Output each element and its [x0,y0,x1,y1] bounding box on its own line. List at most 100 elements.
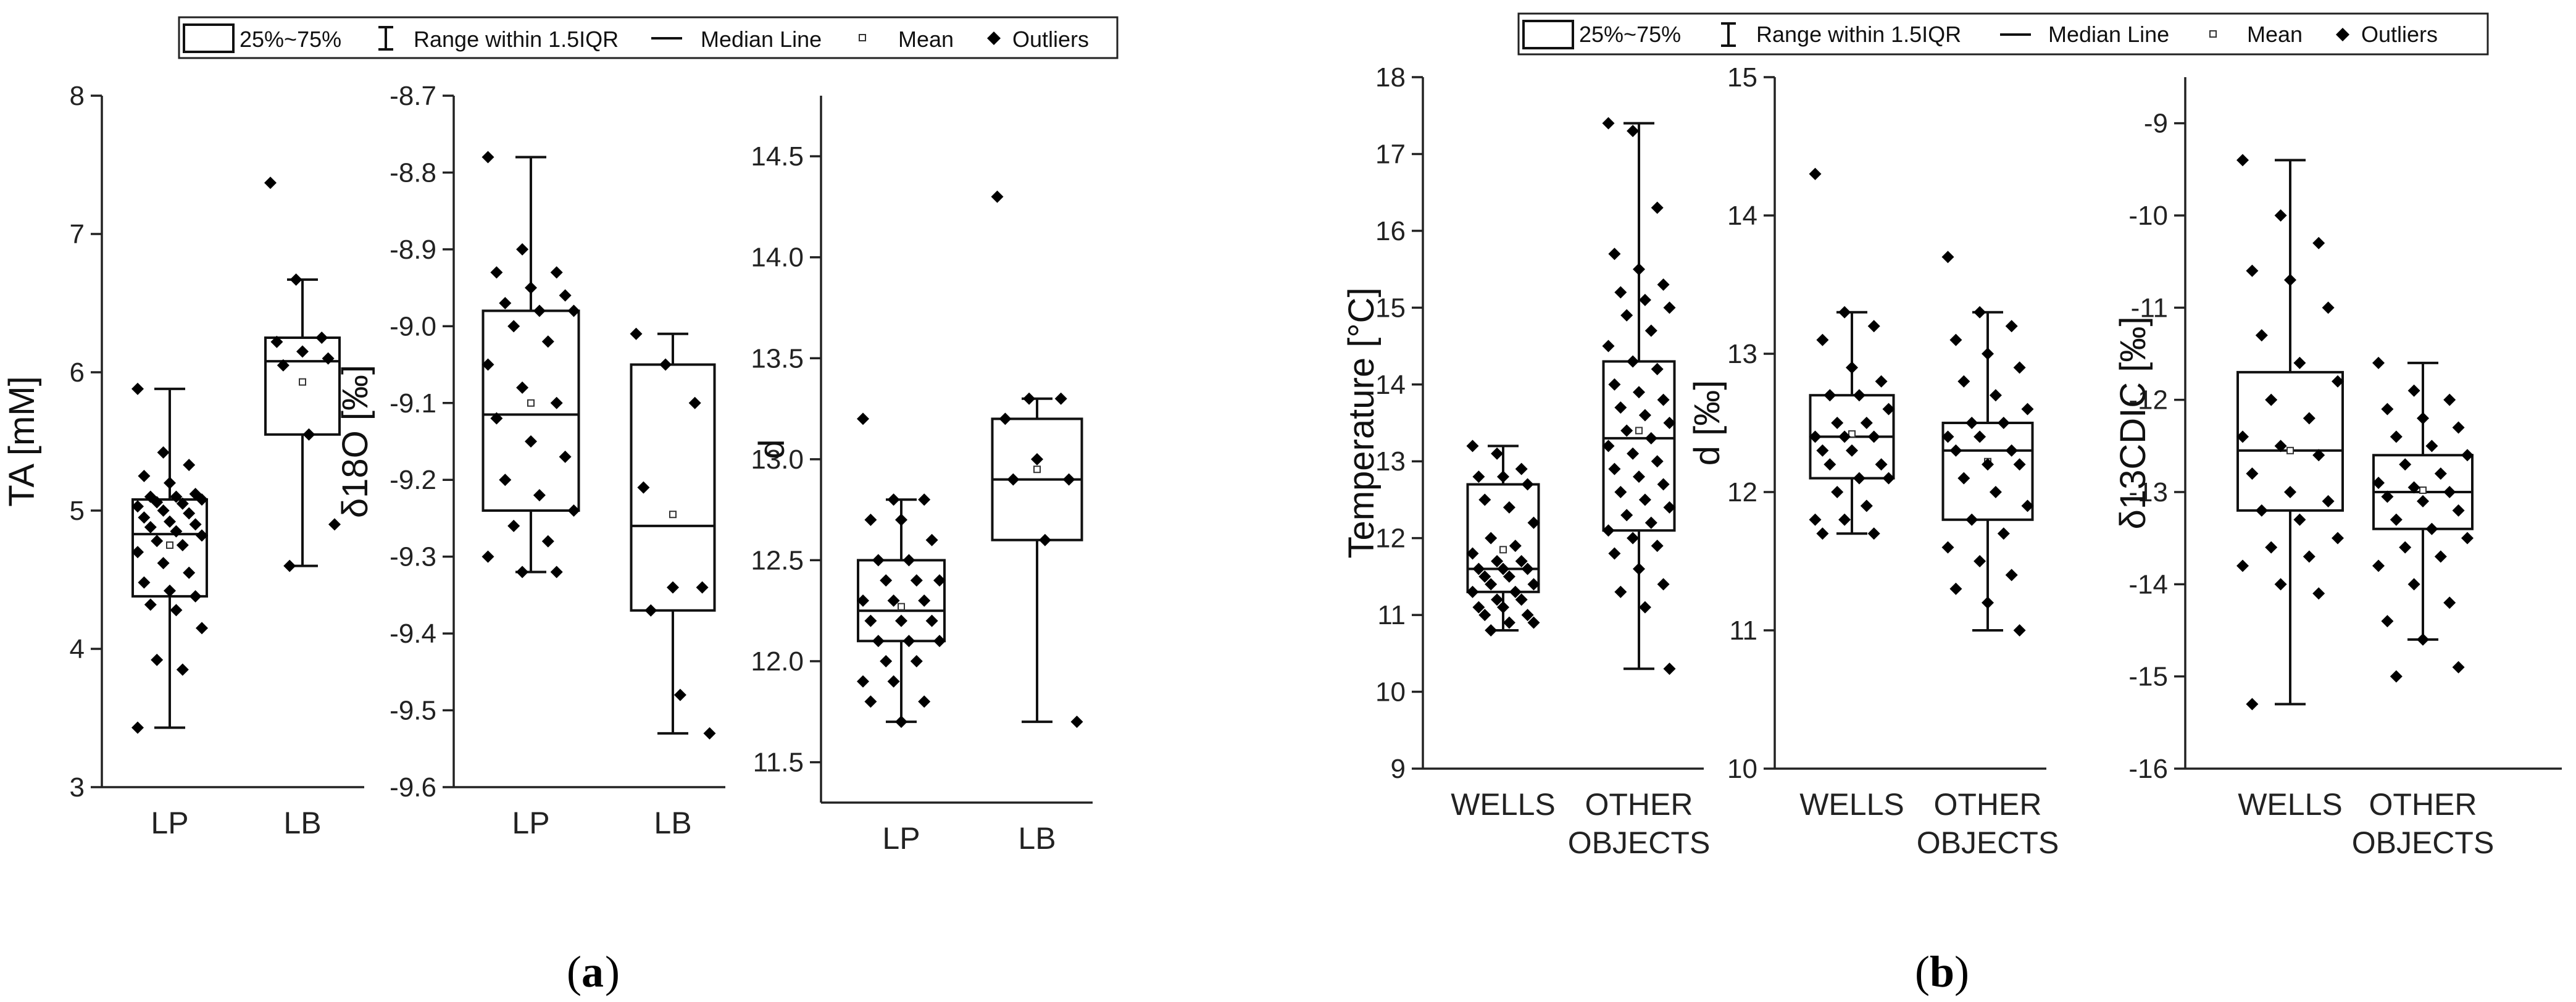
data-point [2293,356,2306,369]
panel-label-a: ( a ) [567,947,620,996]
data-point [1663,301,1676,314]
data-point [1824,389,1836,402]
panel-label-b-letter: b [1930,947,1954,996]
data-point [2407,384,2420,397]
box-lb [630,327,716,740]
y-tick-label: 14.0 [751,243,804,273]
mean-marker [1848,430,1856,438]
data-point [2417,412,2429,425]
data-point [559,289,572,302]
data-point [1614,401,1627,414]
data-point [1054,392,1067,405]
legend-b-box-label: 25%~75% [1579,22,1681,47]
data-point [541,335,554,348]
data-point [1633,263,1645,276]
y-tick-label: 3 [70,772,85,803]
data-point [170,525,183,538]
data-point [1472,601,1485,614]
data-point [2236,154,2249,167]
data-point [1651,540,1664,553]
data-point [1965,417,1978,429]
data-point [887,594,900,607]
data-point [481,358,494,371]
category-label: OTHER [2369,787,2477,822]
y-tick-label: 18 [1375,62,1406,93]
y-tick-label: 7 [70,219,85,249]
data-point [2312,587,2325,600]
legend-b-outlier-swatch [2336,28,2349,41]
plot-2: -9.6 -9.5 -9.4 -9.3 -9.2 -9.1 -9.0 -8.9 -8.8 -8.7… [335,81,725,840]
iqr-box [1941,422,2034,521]
category-label: OTHER [1934,787,2042,822]
data-point [1997,417,2010,429]
data-point [1949,444,1962,457]
data-point [864,614,877,627]
y-tick-label: -16 [2128,754,2168,784]
legend-b-range-label: Range within 1.5IQR [1756,22,1961,47]
legend-a: 25%~75% Range within 1.5IQR Median Line … [178,16,1119,59]
y-tick-label: -9.5 [390,696,436,726]
mean-marker [166,541,173,549]
data-point [1867,320,1880,333]
category-label: LP [512,806,549,840]
data-point [1515,462,1528,475]
data-point [290,273,302,286]
data-point [2255,504,2268,517]
y-tick-label: 11 [1729,616,1757,646]
data-point [196,493,208,506]
data-point [490,412,503,425]
data-point [1974,306,1986,319]
data-point [196,622,208,635]
data-point [1478,570,1491,583]
legend-a-mean-label: Mean [898,27,954,52]
iqr-box [481,309,580,512]
data-point [2407,481,2420,494]
data-point [2372,477,2385,490]
data-point [1620,509,1633,522]
data-point [910,655,923,667]
data-point [1838,513,1851,526]
data-point [1875,458,1888,471]
data-point [902,635,915,648]
data-point [910,574,923,587]
data-point [696,581,709,594]
data-point [2246,264,2259,277]
data-point [1509,585,1522,598]
data-point [1816,333,1829,346]
data-point [925,533,938,546]
data-point [533,304,546,317]
mean-marker [2286,446,2294,454]
data-point [1478,493,1491,506]
data-point [673,688,686,701]
box-lp [857,412,946,729]
data-point [164,477,176,490]
y-tick-label: -14 [2128,569,2168,599]
plot-1: 3 4 5 6 7 8 TA [mM] LP LB [2,81,364,840]
data-point [2461,449,2474,462]
data-point [1007,473,1020,486]
data-point [1651,201,1664,214]
data-point [1941,541,1954,554]
data-point [1989,389,2002,402]
data-point [2255,329,2268,342]
data-point [277,359,290,372]
data-point [1466,585,1479,598]
y-tick-label: -10 [2128,201,2168,231]
data-point [1633,470,1645,483]
y-tick-label: 10 [1375,677,1406,708]
data-point [2434,467,2447,480]
data-point [164,515,176,528]
y-tick-label: 13.0 [751,445,804,475]
data-point [2274,578,2287,591]
data-point [1957,472,1970,485]
data-point [164,584,176,597]
data-point [1491,555,1504,567]
data-point [1846,444,1858,457]
category-label: WELLS [1451,787,1556,822]
data-point [328,518,341,531]
data-point [1997,527,2010,540]
iqr-box [857,559,946,643]
data-point [1867,430,1880,443]
data-point [2332,375,2344,388]
